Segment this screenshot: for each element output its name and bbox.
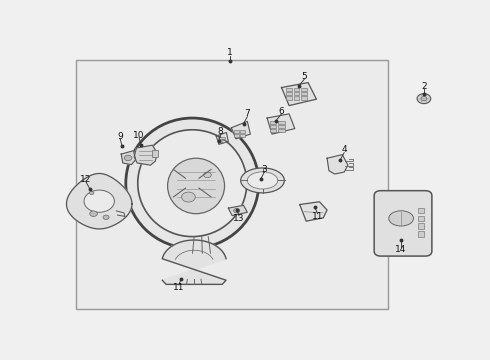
Bar [234,134,239,136]
Text: 10: 10 [133,131,145,140]
FancyBboxPatch shape [374,191,432,256]
Bar [240,130,245,133]
Bar [270,121,276,123]
Polygon shape [216,132,228,144]
Circle shape [182,192,196,202]
Text: 5: 5 [301,72,307,81]
Polygon shape [162,240,226,284]
Circle shape [234,208,240,213]
Bar [152,150,158,157]
Ellipse shape [247,172,278,189]
Text: 14: 14 [395,245,407,254]
Ellipse shape [168,158,224,214]
Bar [240,134,245,136]
Polygon shape [267,114,295,134]
Ellipse shape [126,118,259,248]
Bar [76,60,388,309]
Bar [418,216,424,221]
Polygon shape [231,121,250,139]
Bar [418,208,424,213]
Text: 3: 3 [262,165,267,174]
Bar [219,136,225,139]
Bar [294,87,299,91]
Ellipse shape [389,211,414,226]
Circle shape [89,191,94,194]
Bar [286,87,292,91]
Polygon shape [228,205,247,216]
Bar [294,96,299,100]
Bar [301,87,307,91]
Bar [278,129,285,132]
Bar [278,121,285,123]
Polygon shape [121,151,136,165]
Text: 4: 4 [342,145,347,154]
Polygon shape [327,155,348,174]
Polygon shape [67,174,132,229]
Text: 11: 11 [173,283,185,292]
Bar [294,92,299,95]
Circle shape [84,190,115,212]
Polygon shape [134,145,157,165]
Circle shape [204,172,211,177]
Text: 7: 7 [245,109,250,118]
Bar [286,96,292,100]
Bar [234,130,239,133]
Circle shape [417,94,431,104]
Bar [278,125,285,128]
Bar [418,231,424,237]
Polygon shape [300,202,327,221]
Bar [270,129,276,132]
Circle shape [90,211,98,216]
Bar [219,140,225,143]
Bar [270,125,276,128]
Text: 2: 2 [421,82,427,91]
Text: 9: 9 [117,131,123,140]
Text: 1: 1 [227,48,233,57]
Polygon shape [281,82,317,105]
Text: 12: 12 [80,175,92,184]
Bar [418,223,424,229]
Text: 8: 8 [218,127,223,136]
Bar [301,96,307,100]
Circle shape [421,96,427,101]
Ellipse shape [241,168,284,193]
Bar [301,92,307,95]
Circle shape [103,215,109,220]
Text: 13: 13 [233,214,245,223]
Circle shape [124,155,132,161]
Ellipse shape [138,130,247,237]
Bar [286,92,292,95]
Text: 6: 6 [279,107,284,116]
Text: 11: 11 [312,212,323,221]
